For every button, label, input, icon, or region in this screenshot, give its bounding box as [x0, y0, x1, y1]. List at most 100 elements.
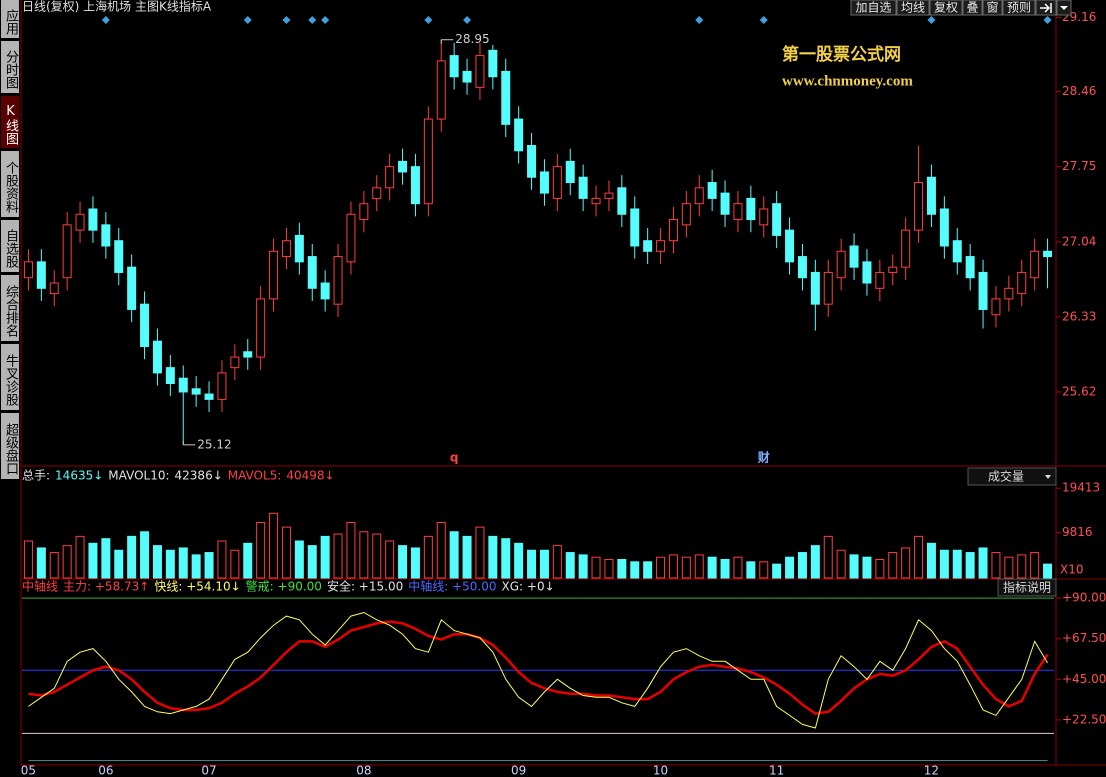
toolbar-button-label: 均线	[901, 1, 925, 15]
volume-bar	[217, 540, 227, 579]
candle-body	[630, 208, 640, 247]
candle-body	[152, 340, 162, 374]
volume-bar	[939, 549, 949, 579]
candle-body	[785, 229, 795, 263]
volume-bar	[539, 549, 549, 579]
panel-selector[interactable]	[967, 467, 1057, 486]
sidebar-tab[interactable]: 个股资料	[1, 151, 19, 217]
candle-body	[862, 261, 872, 284]
candle-body	[256, 298, 266, 358]
volume-bar	[1004, 556, 1014, 579]
candle-body	[269, 250, 279, 300]
volume-bar	[359, 531, 369, 579]
candle-body	[191, 388, 201, 395]
sidebar-tab[interactable]: 综合排名	[1, 275, 19, 341]
candle-body	[204, 393, 214, 400]
candle-body	[733, 203, 743, 221]
candle-body	[294, 234, 304, 263]
candle-body	[565, 160, 575, 184]
x-tick-label: 09	[511, 764, 526, 777]
volume-bar	[501, 538, 511, 579]
sidebar-tab[interactable]: 超级盘口	[1, 413, 19, 479]
candle-body	[707, 182, 717, 199]
sidebar-tab[interactable]: K线图	[1, 96, 19, 148]
volume-bar	[62, 545, 72, 579]
candle-body	[462, 70, 472, 83]
signal-marker	[321, 16, 330, 24]
y-tick-label: 27.04	[1062, 234, 1096, 248]
volume-bar	[849, 554, 859, 579]
candle-body	[62, 224, 72, 279]
sidebar-tab[interactable]: 分时图	[1, 41, 19, 93]
panel-selector[interactable]	[997, 578, 1057, 597]
volume-bar	[578, 554, 588, 579]
candle-body	[849, 245, 859, 268]
sidebar-tab[interactable]: 自选股	[1, 220, 19, 272]
toolbar-button[interactable]	[850, 0, 897, 16]
panel-selector-label: 成交量	[988, 469, 1024, 484]
indicator-header: 安全: +15.00	[327, 579, 403, 594]
toolbar-button[interactable]	[929, 0, 963, 16]
candle-body	[668, 219, 678, 242]
volume-bar	[101, 538, 111, 579]
y-tick-label: 26.33	[1062, 309, 1096, 323]
volume-bar	[630, 561, 640, 579]
candle-body	[720, 192, 730, 215]
candle-body	[539, 171, 549, 194]
candle-body	[101, 224, 111, 247]
x-tick-label: 06	[98, 764, 113, 777]
candle-body	[617, 187, 627, 215]
toolbar-button-label: 叠	[966, 1, 978, 15]
indicator-header: 警戒: +90.00	[246, 579, 322, 594]
sidebar-tab[interactable]: 应用	[1, 0, 19, 38]
volume-bar	[320, 535, 330, 579]
indicator-header: 14635↓	[55, 469, 103, 483]
candle-body	[759, 208, 769, 226]
toolbar-title: 日线(复权) 上海机场 主图K线指标A	[22, 0, 212, 14]
volume-bar	[527, 549, 537, 579]
x-tick-label: 07	[201, 764, 216, 777]
toolbar-button[interactable]	[982, 0, 1003, 16]
toolbar-button[interactable]	[1002, 0, 1036, 16]
toolbar-button[interactable]	[896, 0, 930, 16]
volume-bar	[475, 526, 485, 579]
volume-bar	[707, 556, 717, 579]
candle-body	[591, 197, 601, 205]
indicator-header: 42386↓	[175, 469, 223, 483]
volume-bar	[733, 556, 743, 579]
candle-body	[217, 372, 227, 400]
volume-bar	[243, 542, 253, 579]
watermark-url: www.chnmoney.com	[782, 73, 913, 89]
candle-body	[333, 256, 343, 305]
candle-body	[694, 187, 704, 205]
x-tick-label: 08	[356, 764, 371, 777]
volume-bar	[746, 561, 756, 579]
candle-body	[836, 250, 846, 279]
volume-bar	[178, 547, 188, 579]
volume-bar	[1030, 552, 1040, 579]
event-label: q	[450, 451, 459, 465]
sidebar-tab[interactable]: 牛叉诊股	[1, 344, 19, 410]
volume-bar	[140, 531, 150, 579]
candle-body	[965, 256, 975, 279]
volume-bar	[165, 549, 175, 579]
candle-body	[888, 266, 898, 273]
volume-bar	[681, 556, 691, 579]
volume-bar	[75, 535, 85, 579]
candle-body	[359, 203, 369, 221]
candle-body	[810, 271, 820, 305]
volume-bar	[333, 533, 343, 579]
volume-bar	[643, 561, 653, 579]
volume-bar	[385, 540, 395, 579]
volume-bar	[823, 535, 833, 579]
y-tick-label: +90.00	[1062, 591, 1106, 605]
toolbar-button[interactable]	[962, 0, 983, 16]
volume-bar	[281, 526, 291, 579]
indicator-header: 中轴线	[22, 579, 58, 594]
panel-selector-label: 指标说明	[1003, 580, 1051, 595]
volume-bar	[191, 554, 201, 579]
volume-bar	[617, 559, 627, 579]
signal-marker	[282, 16, 291, 24]
